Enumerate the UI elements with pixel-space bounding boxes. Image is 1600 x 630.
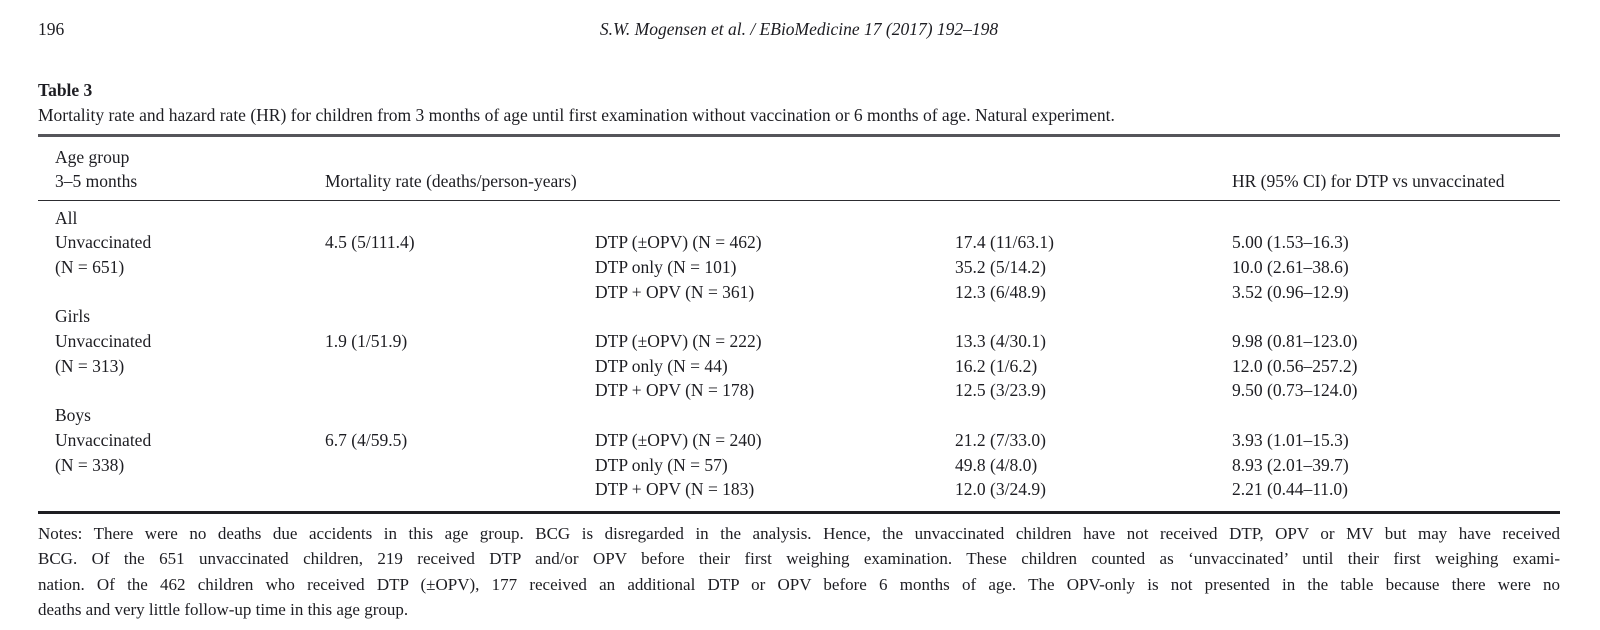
vaccine-arm: DTP only (N = 101) — [595, 256, 737, 277]
row-label-unvaccinated: Unvaccinated — [55, 232, 152, 253]
notes-line: Notes: There were no deaths due accident… — [38, 523, 1560, 543]
row-label-unvaccinated: Unvaccinated — [55, 429, 152, 450]
table-header-row: Age group 3–5 months Mortality rate (dea… — [38, 137, 1560, 201]
table-label: Table 3 — [38, 80, 93, 100]
vaccine-arm: DTP (±OPV) (N = 462) — [595, 232, 762, 253]
table-notes: Notes: There were no deaths due accident… — [38, 521, 1560, 623]
vaccinated-rate: 35.2 (5/14.2) — [955, 256, 1046, 277]
vaccinated-rate: 13.3 (4/30.1) — [955, 331, 1046, 352]
empty-cell — [325, 280, 595, 305]
vaccine-arm: DTP + OPV (N = 183) — [595, 479, 755, 500]
vaccine-arm: DTP only (N = 44) — [595, 355, 728, 376]
header-age-group-line1: Age group — [55, 146, 130, 167]
vaccine-arm: DTP only (N = 57) — [595, 454, 728, 475]
group-row-all: All — [55, 206, 1560, 231]
vaccinated-rate: 12.3 (6/48.9) — [955, 281, 1046, 302]
hazard-ratio: 10.0 (2.61–38.6) — [1232, 256, 1349, 277]
row-label-unvaccinated: Unvaccinated — [55, 331, 152, 352]
table-row: (N = 651) DTP only (N = 101) 35.2 (5/14.… — [55, 255, 1560, 280]
table-body: All Unvaccinated 4.5 (5/111.4) DTP (±OPV… — [38, 201, 1560, 514]
hazard-ratio: 5.00 (1.53–16.3) — [1232, 232, 1349, 253]
vaccinated-rate: 16.2 (1/6.2) — [955, 355, 1038, 376]
vaccinated-rate: 49.8 (4/8.0) — [955, 454, 1038, 475]
table-row: DTP + OPV (N = 361) 12.3 (6/48.9) 3.52 (… — [55, 280, 1560, 305]
vaccine-arm: DTP + OPV (N = 361) — [595, 281, 755, 302]
table-row: DTP + OPV (N = 183) 12.0 (3/24.9) 2.21 (… — [55, 477, 1560, 502]
row-label-n: (N = 651) — [55, 256, 125, 277]
vaccine-arm: DTP (±OPV) (N = 240) — [595, 429, 762, 450]
hazard-ratio: 3.52 (0.96–12.9) — [1232, 281, 1349, 302]
table-block: Table 3 Mortality rate and hazard rate (… — [38, 80, 1560, 623]
vaccinated-rate: 12.5 (3/23.9) — [955, 380, 1046, 401]
vaccinated-rate: 21.2 (7/33.0) — [955, 429, 1046, 450]
table-row: (N = 338) DTP only (N = 57) 49.8 (4/8.0)… — [55, 453, 1560, 478]
table-caption: Mortality rate and hazard rate (HR) for … — [38, 105, 1115, 125]
group-label: Girls — [55, 306, 90, 327]
row-label-n: (N = 338) — [55, 454, 125, 475]
empty-cell — [55, 477, 325, 502]
empty-cell — [325, 354, 595, 379]
table-row: Unvaccinated 6.7 (4/59.5) DTP (±OPV) (N … — [55, 428, 1560, 453]
group-label: Boys — [55, 405, 91, 426]
empty-cell — [325, 453, 595, 478]
vaccinated-rate: 12.0 (3/24.9) — [955, 479, 1046, 500]
group-label: All — [55, 207, 78, 228]
row-label-n: (N = 313) — [55, 355, 125, 376]
page-number: 196 — [38, 19, 65, 39]
notes-line: deaths and very little follow-up time in… — [38, 600, 409, 620]
table-row: DTP + OPV (N = 178) 12.5 (3/23.9) 9.50 (… — [55, 378, 1560, 403]
hazard-ratio: 12.0 (0.56–257.2) — [1232, 355, 1358, 376]
unvaccinated-rate: 4.5 (5/111.4) — [325, 232, 415, 253]
empty-cell — [55, 280, 325, 305]
running-head: S.W. Mogensen et al. / EBioMedicine 17 (… — [599, 19, 999, 39]
hazard-ratio: 8.93 (2.01–39.7) — [1232, 454, 1349, 475]
hazard-ratio: 9.98 (0.81–123.0) — [1232, 331, 1358, 352]
empty-cell — [325, 378, 595, 403]
hazard-ratio: 9.50 (0.73–124.0) — [1232, 380, 1358, 401]
empty-cell — [55, 378, 325, 403]
vaccine-arm: DTP (±OPV) (N = 222) — [595, 331, 762, 352]
header-hazard-ratio: HR (95% CI) for DTP vs unvaccinated — [1232, 171, 1505, 191]
table-top-rule — [38, 134, 1560, 137]
group-row-girls: Girls — [55, 304, 1560, 329]
hazard-ratio: 2.21 (0.44–11.0) — [1232, 479, 1349, 500]
group-row-boys: Boys — [55, 403, 1560, 428]
header-age-group-line2: 3–5 months — [55, 171, 138, 191]
unvaccinated-rate: 6.7 (4/59.5) — [325, 429, 408, 450]
table-row: Unvaccinated 1.9 (1/51.9) DTP (±OPV) (N … — [55, 329, 1560, 354]
vaccinated-rate: 17.4 (11/63.1) — [955, 232, 1054, 253]
empty-cell — [325, 255, 595, 280]
notes-line: BCG. Of the 651 unvaccinated children, 2… — [38, 549, 1560, 569]
header-age-group: Age group 3–5 months — [55, 145, 325, 194]
unvaccinated-rate: 1.9 (1/51.9) — [325, 331, 408, 352]
vaccine-arm: DTP + OPV (N = 178) — [595, 380, 755, 401]
table-row: (N = 313) DTP only (N = 44) 16.2 (1/6.2)… — [55, 354, 1560, 379]
page-header: 196 S.W. Mogensen et al. / EBioMedicine … — [38, 19, 1560, 43]
header-mortality-rate: Mortality rate (deaths/person-years) — [325, 171, 577, 191]
empty-cell — [325, 477, 595, 502]
hazard-ratio: 3.93 (1.01–15.3) — [1232, 429, 1349, 450]
table-row: Unvaccinated 4.5 (5/111.4) DTP (±OPV) (N… — [55, 230, 1560, 255]
notes-line: nation. Of the 462 children who received… — [38, 574, 1560, 594]
